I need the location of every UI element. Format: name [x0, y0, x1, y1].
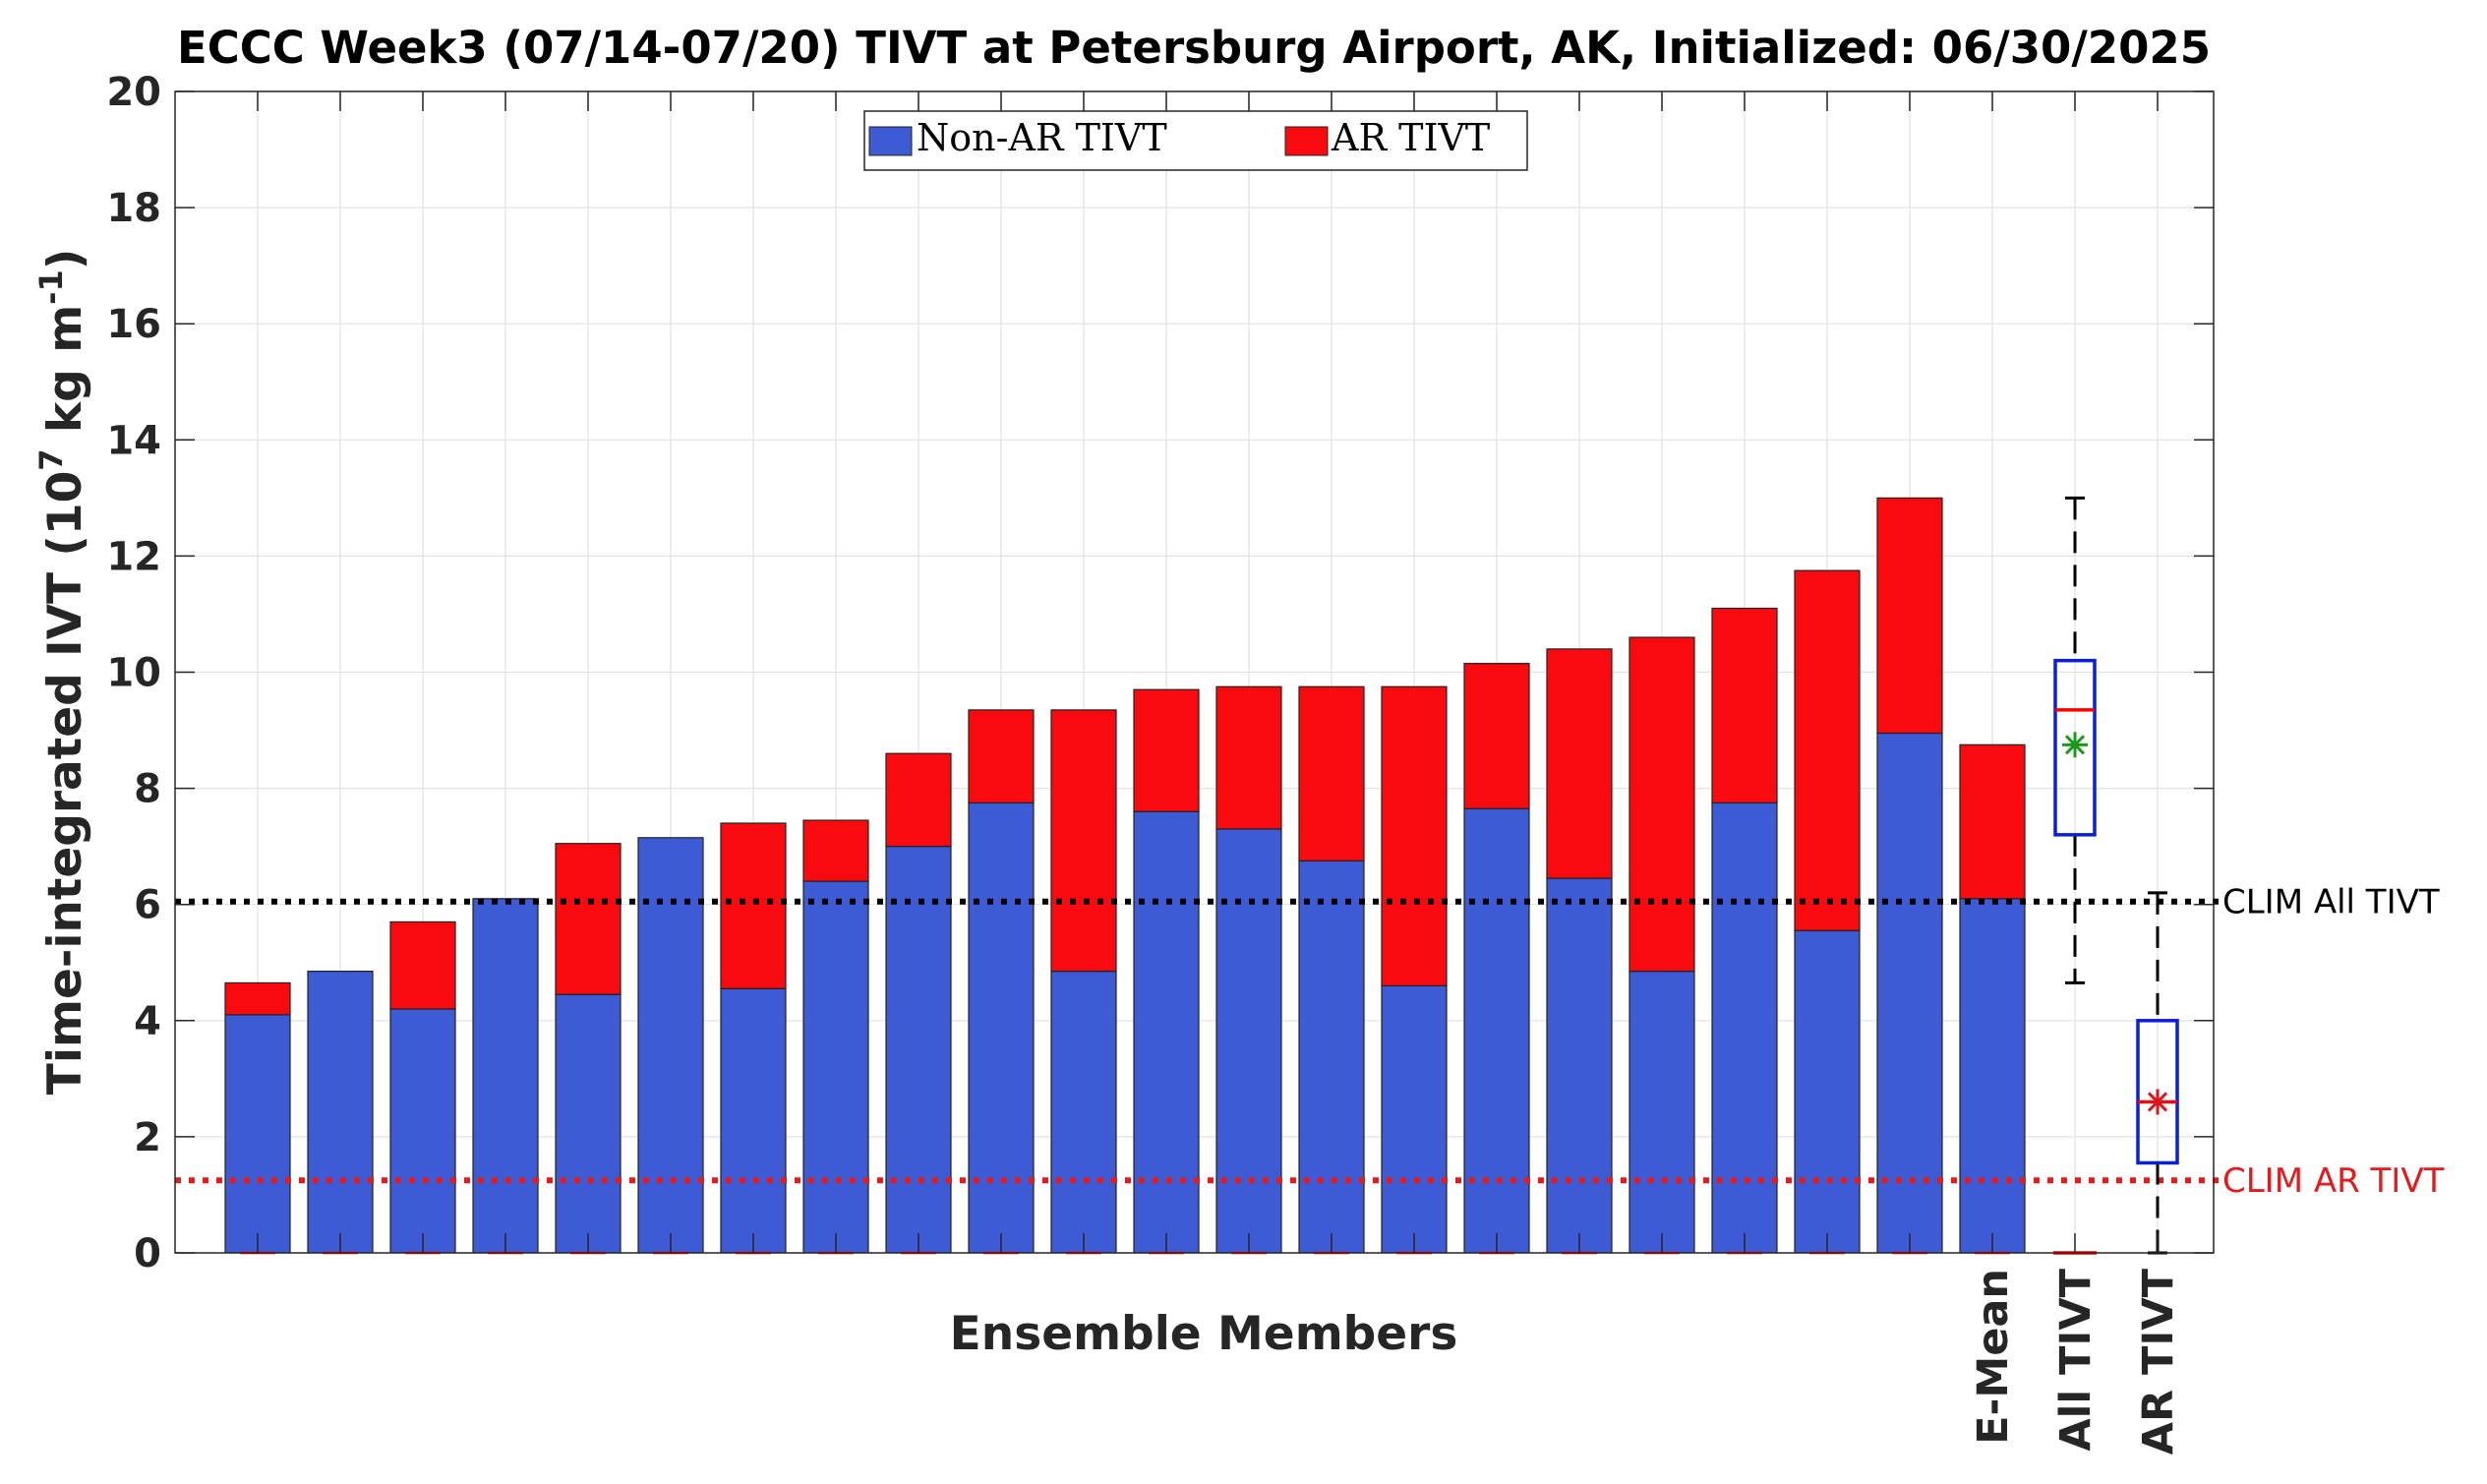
bar-ar	[1794, 569, 1861, 931]
bar-non-ar	[637, 837, 704, 1253]
clim-label: CLIM All TIVT	[2222, 883, 2440, 922]
y-tick-label: 20	[106, 70, 161, 115]
bar-non-ar	[802, 880, 869, 1253]
bar-ar	[1959, 743, 2026, 900]
y-tick-label: 6	[134, 883, 161, 928]
y-tick-label: 18	[106, 186, 161, 231]
bar-non-ar	[885, 846, 952, 1253]
bar-ar	[555, 843, 622, 995]
bar-non-ar	[1133, 810, 1200, 1253]
bar-non-ar	[1381, 984, 1448, 1253]
bar-non-ar	[720, 987, 787, 1253]
legend-swatch-non-ar	[868, 126, 913, 156]
bar-non-ar	[555, 993, 622, 1253]
y-tick-label: 0	[134, 1231, 161, 1276]
y-axis-label: Time-integrated IVT (107 kg m-1)	[32, 249, 92, 1095]
stacked-bars	[224, 497, 2026, 1253]
bar-ar	[1711, 607, 1778, 803]
bar-ar	[1463, 663, 1530, 809]
bar-non-ar	[1628, 971, 1695, 1253]
legend-swatch-ar	[1284, 126, 1329, 156]
reference-lines: CLIM All TIVT CLIM AR TIVT	[175, 883, 2445, 1201]
bar-ar	[224, 981, 291, 1016]
bar-ar	[885, 752, 952, 848]
bar-ar	[1215, 685, 1282, 830]
bar-ar	[1381, 685, 1448, 986]
y-tick-label: 4	[134, 999, 161, 1044]
bar-non-ar	[1215, 828, 1282, 1253]
x-special-label: AR TIVT	[2134, 1268, 2183, 1454]
x-special-label: All TIVT	[2051, 1268, 2101, 1451]
bar-ar	[802, 819, 869, 882]
bar-ar	[389, 920, 456, 1010]
x-special-label: E-Mean	[1969, 1269, 2018, 1445]
legend: Non-AR TIVT AR TIVT	[863, 110, 1528, 171]
bar-ar	[1050, 709, 1117, 973]
bar-ar	[1876, 497, 1943, 735]
bar-non-ar	[1794, 929, 1861, 1253]
clim-label: CLIM AR TIVT	[2222, 1161, 2445, 1201]
y-tick-label: 16	[106, 302, 161, 347]
box	[2136, 1019, 2179, 1165]
bar-ar	[968, 709, 1035, 803]
x-special-labels: E-Mean All TIVT AR TIVT	[1969, 1268, 2183, 1454]
bar-non-ar	[224, 1014, 291, 1253]
bar-non-ar	[1959, 898, 2026, 1253]
box	[2053, 658, 2097, 837]
bar-ar	[1133, 688, 1200, 812]
y-tick-label: 2	[134, 1115, 161, 1160]
bar-non-ar	[472, 898, 539, 1253]
bar-non-ar	[1298, 860, 1365, 1253]
y-tick-label: 12	[106, 534, 161, 579]
y-tick-label: 8	[134, 767, 161, 812]
chart-title: ECCC Week3 (07/14-07/20) TIVT at Petersb…	[177, 22, 2211, 74]
bar-non-ar	[1463, 807, 1530, 1253]
bar-non-ar	[1711, 801, 1778, 1253]
y-tick-label: 14	[106, 418, 161, 463]
bar-non-ar	[307, 971, 374, 1253]
axis-ticks	[175, 90, 2214, 1254]
y-tick-label: 10	[106, 651, 161, 696]
mean-marker	[2064, 735, 2086, 755]
bar-non-ar	[968, 801, 1035, 1253]
bar-ar	[720, 822, 787, 989]
bar-ar	[1298, 685, 1365, 862]
bar-non-ar	[389, 1008, 456, 1253]
mean-marker	[2147, 1092, 2168, 1112]
boxplots	[2053, 496, 2179, 1255]
legend-box	[863, 110, 1528, 171]
bar-ar	[1628, 636, 1695, 973]
bar-non-ar	[1876, 732, 1943, 1253]
legend-label-ar: AR TIVT	[1331, 116, 1490, 159]
x-axis-label: Ensemble Members	[950, 1307, 1458, 1361]
y-tick-labels: 0 2 4 6 8 10 12 14 16 18 20	[106, 70, 161, 1276]
bar-non-ar	[1546, 877, 1613, 1253]
bar-ar	[1546, 648, 1613, 879]
legend-label-non-ar: Non-AR TIVT	[917, 116, 1167, 159]
bar-non-ar	[1050, 971, 1117, 1253]
